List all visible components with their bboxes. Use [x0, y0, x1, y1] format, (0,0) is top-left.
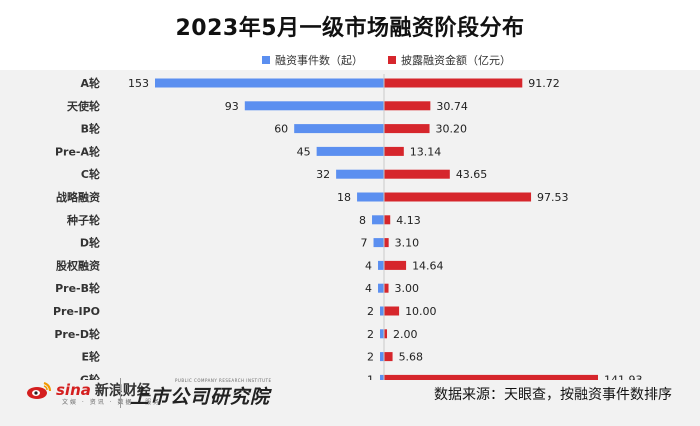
bar-amount — [384, 101, 431, 111]
category-label: D轮 — [80, 236, 100, 250]
data-label-event-count: 18 — [337, 191, 351, 204]
data-label-amount: 141.93 — [604, 373, 643, 380]
chart-legend: 融资事件数（起） 披露融资金额（亿元） — [0, 52, 700, 68]
data-label-amount: 4.13 — [396, 214, 421, 227]
source-note: 数据来源：天眼查，按融资事件数排序 — [434, 387, 672, 403]
category-label: G轮 — [80, 372, 100, 380]
category-label: Pre-D轮 — [54, 327, 100, 341]
data-label-amount: 10.00 — [405, 305, 437, 318]
category-label: 种子轮 — [66, 213, 100, 227]
data-label-event-count: 93 — [225, 100, 239, 113]
bar-amount — [384, 374, 598, 380]
data-label-event-count: 32 — [316, 168, 330, 181]
sina-tags: 文娱 · 资讯 · 数据 · 服务 — [62, 399, 162, 406]
category-label: 股权融资 — [56, 258, 100, 272]
bar-amount — [384, 352, 393, 362]
bar-amount — [384, 192, 532, 202]
data-label-event-count: 2 — [367, 351, 374, 364]
data-label-amount: 3.10 — [395, 237, 420, 250]
bar-event-count — [380, 329, 384, 339]
data-label-amount: 13.14 — [410, 145, 442, 158]
bar-event-count — [378, 260, 384, 270]
category-label: Pre-A轮 — [55, 144, 100, 158]
bar-amount — [384, 78, 523, 88]
bar-event-count — [378, 283, 384, 293]
data-label-event-count: 4 — [365, 259, 372, 272]
bar-amount — [384, 146, 404, 156]
bar-event-count — [316, 146, 384, 156]
category-label: C轮 — [81, 167, 100, 181]
bar-event-count — [336, 169, 384, 179]
category-label: Pre-B轮 — [55, 281, 100, 295]
data-label-event-count: 153 — [128, 77, 149, 90]
data-label-amount: 91.72 — [528, 77, 560, 90]
data-label-amount: 43.65 — [456, 168, 488, 181]
category-label: Pre-IPO — [53, 305, 100, 318]
chart-title: 2023年5月一级市场融资阶段分布 — [175, 16, 525, 41]
category-label: A轮 — [80, 76, 100, 90]
bar-event-count — [244, 101, 384, 111]
bar-event-count — [155, 78, 384, 88]
data-label-event-count: 7 — [361, 237, 368, 250]
footer-divider — [120, 378, 121, 408]
bar-amount — [384, 260, 407, 270]
legend-label-count: 融资事件数（起） — [275, 54, 363, 67]
sina-logo: sina 新浪财经 — [26, 380, 151, 400]
bar-amount — [384, 238, 389, 248]
bar-amount — [384, 329, 388, 339]
data-label-amount: 30.20 — [436, 123, 468, 136]
sina-name: 新浪财经 — [94, 383, 151, 399]
bar-event-count — [357, 192, 384, 202]
data-label-amount: 14.64 — [412, 259, 444, 272]
sina-brand: sina — [56, 381, 91, 399]
bar-amount — [384, 215, 391, 225]
bar-amount — [384, 306, 400, 316]
category-label: B轮 — [81, 122, 100, 136]
data-label-amount: 5.68 — [399, 351, 424, 364]
data-label-event-count: 60 — [274, 123, 288, 136]
category-label: E轮 — [81, 350, 100, 364]
bar-event-count — [373, 238, 384, 248]
bar-event-count — [372, 215, 384, 225]
data-label-event-count: 45 — [297, 145, 311, 158]
bar-amount — [384, 124, 430, 134]
institute-logo: 上市公司研究院 — [130, 386, 271, 408]
category-label: 战略融资 — [56, 190, 100, 204]
bar-event-count — [380, 352, 384, 362]
data-label-amount: 30.74 — [436, 100, 468, 113]
legend-label-amount: 披露融资金额（亿元） — [401, 54, 511, 67]
bar-amount — [384, 169, 450, 179]
data-label-event-count: 2 — [367, 328, 374, 341]
legend-item-count: 融资事件数（起） — [262, 52, 363, 68]
legend-swatch-count — [262, 56, 270, 64]
bar-event-count — [294, 124, 384, 134]
legend-swatch-amount — [388, 56, 396, 64]
category-label: 天使轮 — [67, 99, 100, 113]
footer: sina 新浪财经 文娱 · 资讯 · 数据 · 服务 PUBLIC COMPA… — [0, 376, 700, 426]
institute-en: PUBLIC COMPANY RESEARCH INSTITUTE — [175, 378, 272, 383]
data-label-event-count: 2 — [367, 305, 374, 318]
bar-amount — [384, 283, 389, 293]
data-label-amount: 3.00 — [395, 282, 420, 295]
bar-event-count — [380, 374, 384, 380]
legend-item-amount: 披露融资金额（亿元） — [388, 52, 511, 68]
data-label-event-count: 1 — [367, 373, 374, 380]
sina-eye-icon — [27, 382, 51, 399]
data-label-amount: 97.53 — [537, 191, 569, 204]
data-label-amount: 2.00 — [393, 328, 418, 341]
data-label-event-count: 4 — [365, 282, 372, 295]
data-label-event-count: 8 — [359, 214, 366, 227]
bar-event-count — [380, 306, 384, 316]
